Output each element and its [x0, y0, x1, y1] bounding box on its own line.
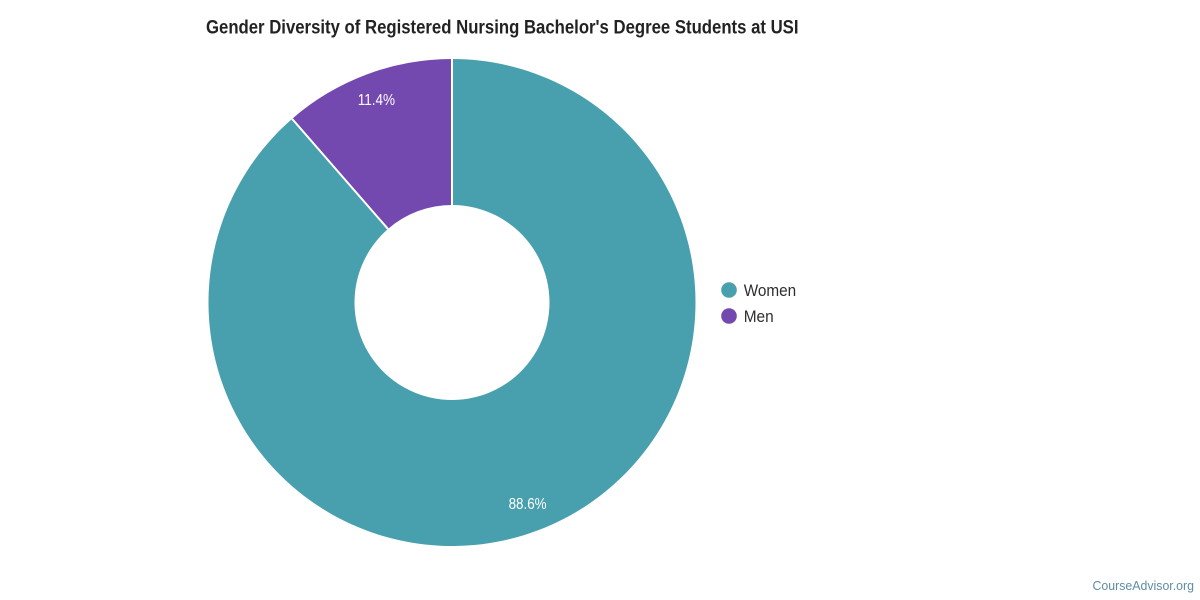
svg-text:CourseAdvisor.org: CourseAdvisor.org: [1093, 578, 1195, 593]
svg-text:Gender Diversity of Registered: Gender Diversity of Registered Nursing B…: [206, 18, 799, 39]
svg-text:Women: Women: [744, 281, 797, 300]
svg-text:Men: Men: [744, 307, 774, 326]
svg-text:11.4%: 11.4%: [358, 92, 396, 109]
svg-text:88.6%: 88.6%: [509, 496, 547, 513]
